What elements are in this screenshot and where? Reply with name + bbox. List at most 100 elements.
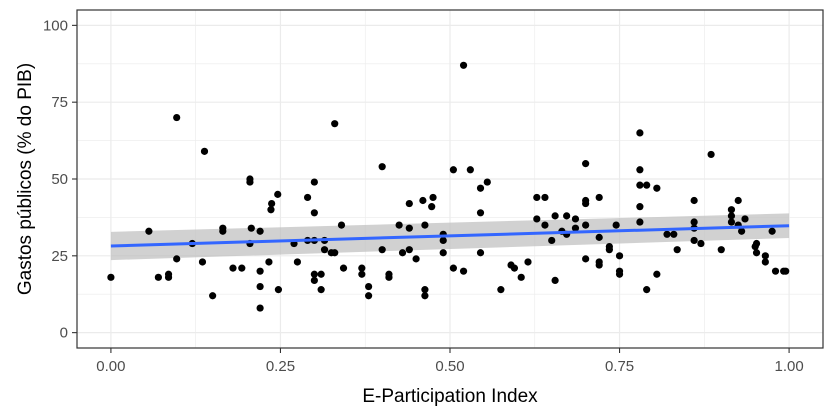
data-point: [317, 286, 325, 294]
data-point: [164, 273, 173, 281]
x-axis-title: E-Participation Index: [362, 386, 538, 407]
data-point: [517, 273, 525, 281]
data-point: [145, 227, 153, 235]
data-point: [310, 178, 318, 186]
data-point: [412, 255, 420, 263]
data-point: [439, 249, 447, 257]
x-tick-label: 0.75: [605, 358, 634, 375]
data-point: [365, 292, 373, 300]
fit-line-layer: [110, 224, 790, 248]
data-point: [741, 215, 749, 223]
data-point: [541, 193, 549, 202]
data-point: [582, 255, 590, 263]
data-point: [198, 258, 207, 266]
data-point: [582, 160, 590, 168]
data-point: [752, 249, 761, 257]
data-point: [636, 203, 644, 211]
data-point: [727, 218, 736, 226]
data-point: [247, 224, 255, 232]
data-point: [761, 258, 769, 266]
data-point: [595, 233, 603, 241]
data-point: [636, 129, 644, 137]
data-point: [267, 206, 275, 214]
data-point: [358, 270, 366, 278]
x-tick-label: 1.00: [774, 358, 803, 375]
data-point: [303, 193, 312, 202]
data-point: [690, 218, 698, 226]
data-point: [582, 199, 590, 208]
data-point: [605, 246, 613, 254]
data-point: [449, 264, 457, 272]
x-axis-tick-labels: 0.00 0.25 0.50 0.75 1.00: [96, 358, 803, 375]
data-point: [419, 196, 427, 205]
data-point: [734, 196, 742, 205]
data-point: [541, 221, 549, 229]
data-point: [571, 224, 580, 232]
data-point: [563, 212, 571, 220]
data-point: [173, 113, 181, 122]
data-point: [310, 270, 318, 278]
data-point: [615, 270, 624, 278]
data-point: [274, 190, 282, 198]
data-point: [246, 178, 254, 186]
data-point: [582, 221, 590, 229]
data-point: [643, 181, 651, 189]
data-point: [265, 258, 273, 266]
data-point: [358, 264, 366, 272]
data-point: [238, 264, 246, 272]
data-point: [331, 120, 339, 128]
data-point: [690, 196, 698, 205]
data-point: [293, 258, 302, 266]
points-layer: [107, 61, 790, 312]
x-tick-label: 0.25: [266, 358, 295, 375]
data-point: [697, 239, 705, 248]
data-point: [476, 209, 485, 217]
data-point: [317, 270, 325, 278]
data-point: [533, 193, 541, 202]
data-point: [339, 264, 348, 272]
data-point: [428, 203, 436, 211]
data-point: [663, 230, 671, 238]
data-point: [459, 61, 468, 69]
data-point: [551, 212, 559, 220]
data-point: [653, 184, 661, 192]
data-point: [378, 246, 386, 254]
data-point: [107, 273, 115, 281]
data-point: [421, 292, 429, 300]
data-point: [636, 181, 644, 189]
data-point: [752, 239, 761, 248]
data-point: [761, 252, 769, 260]
data-point: [727, 206, 736, 214]
data-point: [229, 264, 237, 272]
data-point: [331, 249, 339, 257]
y-tick-label: 50: [51, 171, 68, 188]
data-point: [510, 264, 519, 272]
data-point: [439, 236, 447, 245]
data-point: [421, 286, 429, 294]
data-point: [673, 246, 681, 254]
y-tick-label: 25: [51, 248, 68, 265]
data-point: [738, 227, 746, 235]
data-point: [727, 212, 736, 220]
x-tick-label: 0.50: [435, 358, 464, 375]
data-point: [378, 163, 386, 171]
data-point: [636, 218, 644, 226]
data-point: [268, 199, 276, 208]
data-point: [466, 166, 474, 174]
data-point: [337, 221, 346, 229]
data-point: [636, 166, 644, 174]
data-point: [219, 224, 227, 232]
data-point: [256, 304, 264, 312]
data-point: [421, 221, 429, 229]
data-point: [707, 150, 715, 159]
data-point: [476, 249, 485, 257]
data-point: [524, 258, 532, 266]
data-point: [365, 282, 373, 291]
y-axis-tick-labels: 0 25 50 75 100: [43, 17, 68, 341]
major-gridlines: [77, 10, 823, 348]
y-tick-label: 75: [51, 94, 68, 111]
data-point: [405, 246, 413, 254]
data-point: [310, 209, 318, 217]
data-point: [717, 246, 725, 254]
